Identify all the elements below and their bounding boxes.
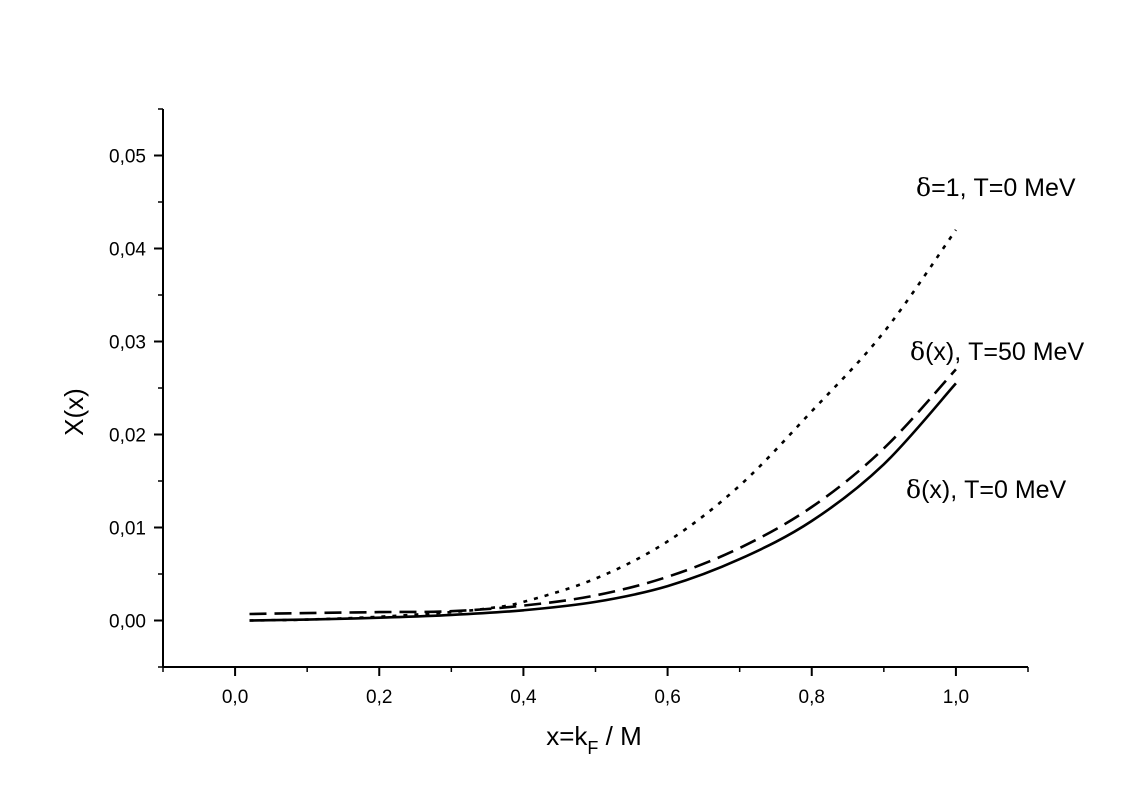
series-label-dotted: δ=1, T=0 MeV [916, 173, 1076, 202]
y-tick-label: 0,02 [109, 426, 146, 447]
x-axis-title: x=kF / M [546, 721, 642, 758]
series-label-solid: δ(x), T=0 MeV [906, 475, 1067, 504]
y-tick-label: 0,03 [109, 333, 146, 354]
y-tick-label: 0,00 [109, 612, 146, 633]
series-label-dashed: δ(x), T=50 MeV [910, 337, 1084, 366]
x-tick-label: 0,2 [366, 687, 392, 708]
y-tick-label: 0,01 [109, 519, 146, 540]
x-tick-label: 0,0 [222, 687, 248, 708]
x-tick-label: 0,8 [799, 687, 825, 708]
series-labels: δ=1, T=0 MeV δ(x), T=50 MeV δ(x), T=0 MeV [906, 173, 1084, 504]
x-tick-label: 0,4 [510, 687, 537, 708]
x-tick-label: 0,6 [654, 687, 680, 708]
series-group [249, 229, 957, 622]
axes [162, 109, 1028, 668]
series-line-dashed [249, 368, 957, 616]
y-tick-label: 0,05 [109, 147, 146, 168]
series-line-solid [249, 382, 957, 622]
x-tick-label: 1,0 [943, 687, 969, 708]
series-line-dotted [249, 229, 957, 622]
y-axis-title: X(x) [59, 388, 89, 436]
y-tick-label: 0,04 [109, 240, 146, 261]
ticks: 0,0 0,2 0,4 0,6 0,8 1,0 0,00 0,01 0,02 0,03 0,04 0,… [109, 108, 1029, 708]
